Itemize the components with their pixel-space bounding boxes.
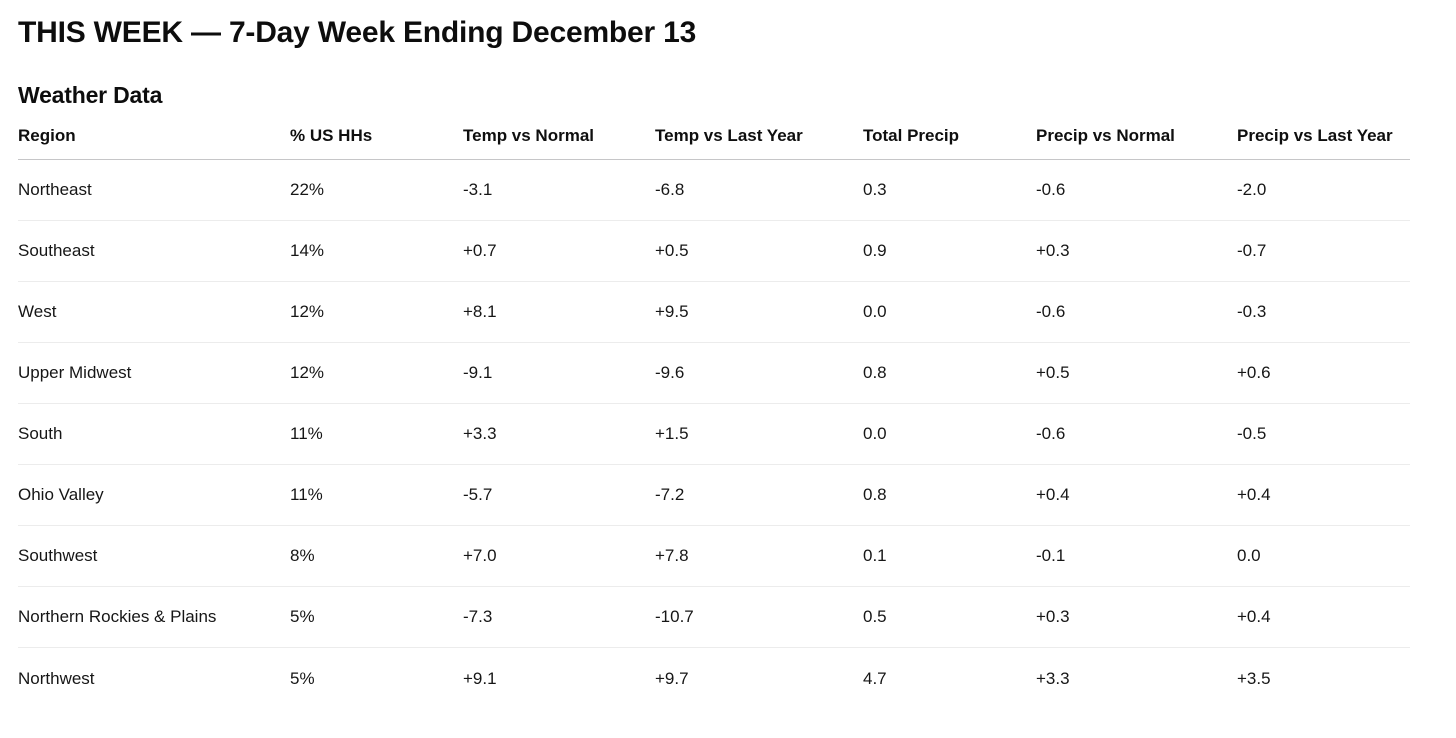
column-header-precip-vs-normal: Precip vs Normal: [1036, 122, 1237, 161]
value-cell: +1.5: [655, 403, 863, 466]
column-header-region: Region: [18, 122, 290, 161]
column-header-temp-vs-normal: Temp vs Normal: [463, 122, 655, 161]
value-cell: -0.5: [1237, 403, 1410, 466]
value-cell: 5%: [290, 668, 315, 688]
table-header: Region % US HHs Temp vs Normal Temp vs L…: [18, 122, 1410, 161]
value-cell: 5%: [290, 586, 463, 649]
value-cell: +3.3: [1036, 668, 1070, 688]
value-cell: -5.7: [463, 464, 655, 527]
value-cell: +0.5: [655, 220, 863, 283]
value-cell: +0.4: [1237, 464, 1410, 527]
value-cell: +0.3: [1036, 220, 1237, 283]
value-cell: +7.8: [655, 525, 863, 588]
value-cell: 12%: [290, 281, 463, 344]
table-row: Northern Rockies & Plains 5% -7.3 -10.7 0.5 +…: [18, 586, 1410, 649]
value-cell: +0.3: [1036, 586, 1237, 649]
value-cell: +8.1: [463, 281, 655, 344]
value-cell: 0.0: [1237, 525, 1410, 588]
value-cell: +9.5: [655, 281, 863, 344]
value-cell: +3.5: [1237, 668, 1271, 688]
value-cell: 0.5: [863, 586, 1036, 649]
value-cell: -0.1: [1036, 525, 1237, 588]
region-cell: Ohio Valley: [18, 464, 290, 527]
value-cell: -9.1: [463, 342, 655, 405]
value-cell: -0.3: [1237, 281, 1410, 344]
table-row: West 12% +8.1 +9.5 0.0 -0.6 -0.3: [18, 281, 1410, 344]
value-cell: +0.5: [1036, 342, 1237, 405]
value-cell: +0.7: [463, 220, 655, 283]
region-cell: Northern Rockies & Plains: [18, 586, 290, 649]
page-title: THIS WEEK — 7-Day Week Ending December 1…: [18, 16, 697, 49]
value-cell: 11%: [290, 403, 463, 466]
value-cell: +0.6: [1237, 342, 1410, 405]
value-cell: -3.1: [463, 159, 655, 222]
region-cell: Southwest: [18, 525, 290, 588]
region-cell: Upper Midwest: [18, 342, 290, 405]
value-cell: +0.4: [1036, 464, 1237, 527]
value-cell: 0.9: [863, 220, 1036, 283]
table-header-row: Region % US HHs Temp vs Normal Temp vs L…: [18, 122, 1410, 161]
weather-data-table: Region % US HHs Temp vs Normal Temp vs L…: [18, 122, 1410, 709]
value-cell: -7.2: [655, 464, 863, 527]
value-cell: 0.1: [863, 525, 1036, 588]
value-cell: 0.8: [863, 342, 1036, 405]
column-header-temp-vs-last-year: Temp vs Last Year: [655, 122, 863, 161]
region-cell: Northeast: [18, 159, 290, 222]
value-cell: 22%: [290, 159, 463, 222]
value-cell: 0.0: [863, 403, 1036, 466]
weather-table-body: Northeast 22% -3.1 -6.8 0.3 -0.6 -2.0 Southeast…: [18, 159, 1410, 709]
value-cell: 12%: [290, 342, 463, 405]
table-row: Southeast 14% +0.7 +0.5 0.9 +0.3 -0.7: [18, 220, 1410, 283]
table-row: Southwest 8% +7.0 +7.8 0.1 -0.1 0.0: [18, 525, 1410, 588]
region-cell: West: [18, 281, 290, 344]
value-cell: -0.6: [1036, 281, 1237, 344]
column-header-precip-vs-last-year: Precip vs Last Year: [1237, 122, 1410, 161]
table-row: Northwest 5% +9.1 +9.7 4.7 +3.3 +3.5: [18, 648, 1410, 709]
value-cell: 0.8: [863, 464, 1036, 527]
table-row: Northeast 22% -3.1 -6.8 0.3 -0.6 -2.0: [18, 159, 1410, 222]
value-cell: -7.3: [463, 586, 655, 649]
value-cell: -9.6: [655, 342, 863, 405]
value-cell: 0.3: [863, 159, 1036, 222]
table-row: South 11% +3.3 +1.5 0.0 -0.6 -0.5: [18, 403, 1410, 466]
value-cell: -0.7: [1237, 220, 1410, 283]
column-header-total-precip: Total Precip: [863, 122, 1036, 161]
table-row: Upper Midwest 12% -9.1 -9.6 0.8 +0.5 +0.6: [18, 342, 1410, 405]
value-cell: +7.0: [463, 525, 655, 588]
value-cell: 0.0: [863, 281, 1036, 344]
value-cell: 4.7: [863, 668, 887, 688]
value-cell: 11%: [290, 464, 463, 527]
value-cell: -0.6: [1036, 159, 1237, 222]
value-cell: -0.6: [1036, 403, 1237, 466]
value-cell: 14%: [290, 220, 463, 283]
value-cell: +9.7: [655, 668, 689, 688]
value-cell: 8%: [290, 525, 463, 588]
table-row: Ohio Valley 11% -5.7 -7.2 0.8 +0.4 +0.4: [18, 464, 1410, 527]
region-cell: Southeast: [18, 220, 290, 283]
region-cell: South: [18, 403, 290, 466]
value-cell: +9.1: [463, 668, 497, 688]
value-cell: +0.4: [1237, 586, 1410, 649]
region-cell: Northwest: [18, 668, 95, 688]
value-cell: -6.8: [655, 159, 863, 222]
section-title: Weather Data: [18, 82, 163, 108]
value-cell: -2.0: [1237, 159, 1410, 222]
value-cell: +3.3: [463, 403, 655, 466]
value-cell: -10.7: [655, 586, 863, 649]
column-header-us-hhs: % US HHs: [290, 122, 463, 161]
